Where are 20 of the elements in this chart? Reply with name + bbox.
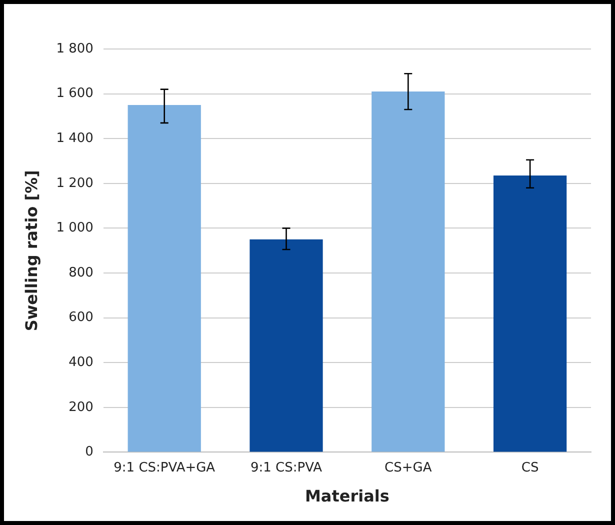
y-tick-label: 0 <box>85 444 94 460</box>
bar <box>493 176 567 452</box>
y-tick-label: 1 000 <box>56 220 94 236</box>
y-tick-label: 1 800 <box>56 41 94 56</box>
y-tick-label: 400 <box>68 354 94 370</box>
y-tick-label: 200 <box>68 400 94 415</box>
x-tick-label: 9:1 CS:PVA+GA <box>114 460 216 476</box>
bar <box>250 239 323 452</box>
y-tick-label: 1 200 <box>56 176 94 191</box>
x-tick-label: CS+GA <box>384 460 432 476</box>
y-tick-label: 800 <box>68 265 94 280</box>
x-tick-label: 9:1 CS:PVA <box>250 460 322 476</box>
y-tick-label: 1 400 <box>56 130 94 146</box>
bar <box>372 92 445 452</box>
bar <box>128 105 201 452</box>
x-tick-label: CS <box>521 460 539 476</box>
y-axis-title: Swelling ratio [%] <box>22 170 41 332</box>
y-tick-label: 1 600 <box>56 86 94 102</box>
x-axis-title: Materials <box>305 486 390 506</box>
y-tick-label: 600 <box>68 310 94 326</box>
